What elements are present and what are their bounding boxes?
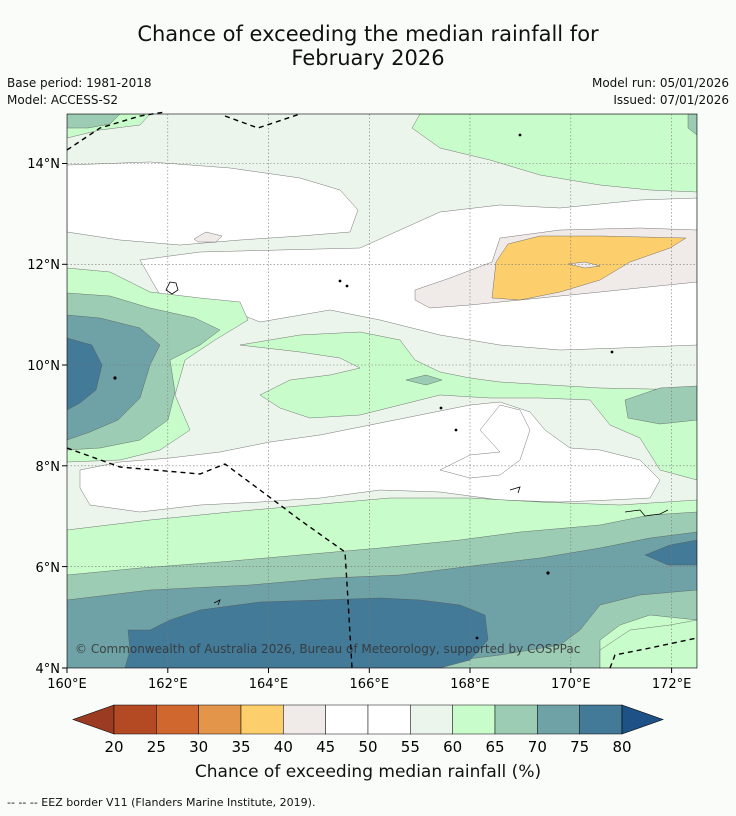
base-period: Base period: 1981-2018 <box>7 76 152 90</box>
colorbar-swatch <box>240 704 284 735</box>
lon-label: 164°E <box>249 677 289 692</box>
colorbar-swatch <box>113 704 157 735</box>
title-line-1: Chance of exceeding the median rainfall … <box>137 22 599 46</box>
colorbar: 20 25 30 35 40 45 50 55 60 65 70 75 80 <box>72 704 664 756</box>
region-70-center-small <box>405 374 443 386</box>
colorbar-swatch <box>325 704 369 735</box>
colorbar-tick-label: 65 <box>485 738 504 756</box>
lon-label: 162°E <box>148 677 188 692</box>
lat-label: 10°N <box>27 359 60 374</box>
colorbar-swatch <box>579 704 623 735</box>
lat-label: 14°N <box>27 157 60 172</box>
lon-label: 170°E <box>551 677 591 692</box>
lat-label: 12°N <box>27 258 60 273</box>
colorbar-tick-label: 70 <box>528 738 547 756</box>
colorbar-tick-label: 25 <box>147 738 166 756</box>
colorbar-swatch <box>537 704 580 735</box>
colorbar-under-arrow <box>72 704 115 735</box>
colorbar-swatch <box>494 704 538 735</box>
colorbar-tick-label: 20 <box>104 738 123 756</box>
meta-right: Model run: 05/01/2026 Issued: 07/01/2026 <box>592 75 729 109</box>
colorbar-swatch <box>198 704 242 735</box>
lat-label: 4°N <box>36 662 61 677</box>
colorbar-swatch <box>452 704 496 735</box>
model-run: Model run: 05/01/2026 <box>591 76 729 90</box>
region-70-ne-corner <box>687 114 697 136</box>
region-70-east <box>624 385 697 425</box>
colorbar-swatch <box>283 704 326 735</box>
region-white-south-2 <box>439 404 531 479</box>
issued-date: Issued: 07/01/2026 <box>613 93 729 107</box>
lat-label: 6°N <box>36 561 61 576</box>
eez-border-southeast <box>609 637 698 669</box>
lat-label: 8°N <box>36 460 61 475</box>
colorbar-swatch <box>410 704 453 735</box>
lat-tick-labels: 14°N 12°N 10°N 8°N 6°N 4°N <box>27 157 60 677</box>
region-70-north-corner <box>67 114 121 129</box>
region-65-se-corner <box>599 619 697 668</box>
region-40-small-west <box>193 231 223 243</box>
region-35-40-center <box>491 235 687 301</box>
colorbar-tick-label: 80 <box>612 738 631 756</box>
colorbar-tick-label: 60 <box>443 738 462 756</box>
eez-legend-note: -- -- -- EEZ border V11 (Flanders Marine… <box>7 796 316 809</box>
map-plot-area <box>67 114 697 668</box>
lon-tick-labels: 160°E 162°E 164°E 166°E 168°E 170°E 172°… <box>47 677 691 692</box>
lon-label: 166°E <box>350 677 390 692</box>
eez-border-north-2 <box>224 113 301 129</box>
colorbar-tick-label: 50 <box>358 738 377 756</box>
colorbar-tick-label: 30 <box>189 738 208 756</box>
colorbar-over-arrow <box>621 704 664 735</box>
lon-label: 168°E <box>450 677 490 692</box>
eez-border-south <box>66 447 353 669</box>
lon-label: 172°E <box>652 677 692 692</box>
colorbar-swatch <box>367 704 411 735</box>
colorbar-tick-label: 40 <box>274 738 293 756</box>
lat-ticks <box>62 163 67 669</box>
region-white-north <box>67 161 359 246</box>
meta-left: Base period: 1981-2018 Model: ACCESS-S2 <box>7 75 152 109</box>
colorbar-tick-label: 55 <box>401 738 420 756</box>
colorbar-swatch <box>156 704 199 735</box>
region-80-southeast <box>644 539 697 566</box>
map-frame <box>66 113 698 669</box>
lon-ticks <box>66 668 673 673</box>
region-65-center <box>239 331 697 481</box>
title-line-2: February 2026 <box>291 46 445 70</box>
region-80-west <box>67 337 103 411</box>
model-name: Model: ACCESS-S2 <box>7 93 119 107</box>
gridlines <box>67 114 697 668</box>
chart-title: Chance of exceeding the median rainfall … <box>0 22 736 70</box>
region-65-north-right <box>411 114 697 193</box>
colorbar-tick-label: 45 <box>316 738 335 756</box>
region-80-south <box>124 597 489 668</box>
islands <box>113 133 669 640</box>
colorbar-tick-label: 35 <box>231 738 250 756</box>
lon-label: 160°E <box>47 677 87 692</box>
colorbar-tick-label: 75 <box>570 738 589 756</box>
copyright-text: © Commonwealth of Australia 2026, Bureau… <box>75 642 580 656</box>
region-40-small-center <box>567 261 601 269</box>
colorbar-title: Chance of exceeding median rainfall (%) <box>194 762 542 782</box>
